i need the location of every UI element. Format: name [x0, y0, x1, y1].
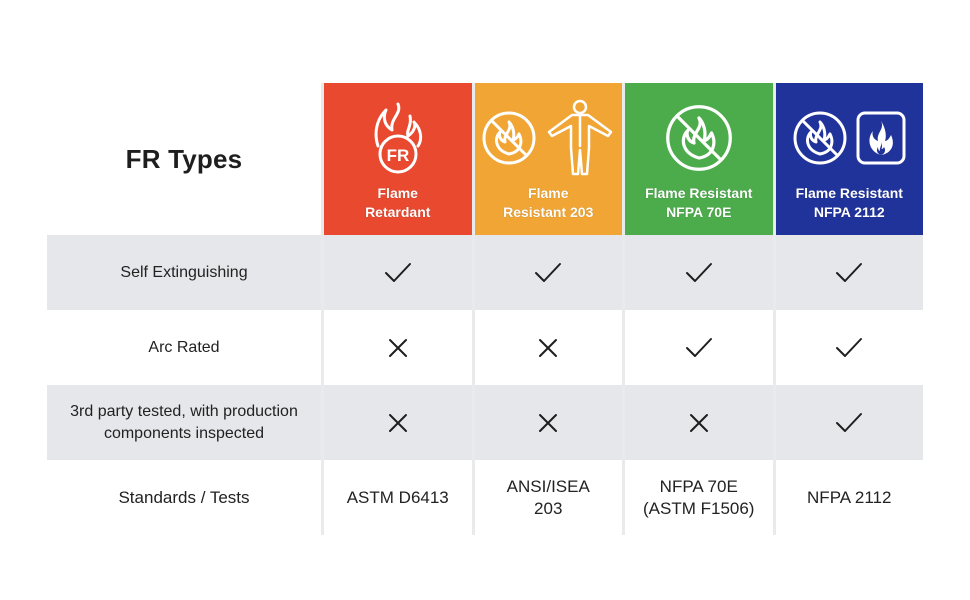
row-label-third-party-tested: 3rd party tested, with production compone…	[47, 385, 321, 460]
header-line2: Retardant	[365, 204, 431, 220]
standard-line1: ANSI/ISEA	[506, 476, 590, 496]
check-icon	[775, 310, 923, 385]
standard-value: NFPA 70E (ASTM F1506)	[625, 460, 773, 535]
header-line1: Flame Resistant	[795, 185, 903, 201]
fr-types-table: FR Types FR Flame Retardant Fla	[47, 83, 923, 535]
coverall-icon	[548, 99, 613, 176]
header-line2: Resistant 203	[503, 204, 594, 220]
row-label-line1: 3rd party tested, with production	[70, 402, 298, 420]
cross-icon	[474, 385, 622, 460]
cross-icon	[625, 385, 773, 460]
header-flame-resistant-203: Flame Resistant 203	[474, 83, 622, 235]
check-icon	[775, 385, 923, 460]
header-line2: NFPA 2112	[813, 204, 885, 220]
standard-line2: 203	[534, 498, 563, 518]
check-icon	[775, 235, 923, 310]
header-line1: Flame	[377, 185, 418, 201]
standard-value: ANSI/ISEA 203	[474, 460, 622, 535]
fr-flame-icon: FR	[374, 102, 422, 174]
standard-line1: ASTM D6413	[346, 487, 449, 507]
cross-icon	[324, 385, 472, 460]
header-nfpa-2112: Flame Resistant NFPA 2112	[775, 83, 923, 235]
header-line1: Flame	[528, 185, 569, 201]
row-label-standards: Standards / Tests	[47, 460, 321, 535]
cross-icon	[324, 310, 472, 385]
table-title: FR Types	[47, 83, 321, 235]
check-icon	[625, 310, 773, 385]
header-line2: NFPA 70E	[666, 204, 732, 220]
standard-value: ASTM D6413	[324, 460, 472, 535]
cross-icon	[474, 310, 622, 385]
standard-line1: NFPA 70E	[659, 476, 738, 496]
row-label-self-extinguishing: Self Extinguishing	[47, 235, 321, 310]
svg-text:FR: FR	[386, 146, 409, 165]
row-label-line2: components inspected	[103, 424, 265, 442]
header-line1: Flame Resistant	[645, 185, 753, 201]
standard-value: NFPA 2112	[775, 460, 923, 535]
no-flame-icon	[793, 111, 847, 165]
check-icon	[474, 235, 622, 310]
header-flame-retardant: FR Flame Retardant	[324, 83, 472, 235]
fire-box-icon	[856, 111, 906, 165]
no-flame-icon	[665, 105, 732, 171]
no-flame-icon	[482, 111, 536, 165]
check-icon	[324, 235, 472, 310]
row-label-arc-rated: Arc Rated	[47, 310, 321, 385]
standard-line1: NFPA 2112	[807, 487, 892, 507]
header-nfpa-70e: Flame Resistant NFPA 70E	[625, 83, 773, 235]
check-icon	[625, 235, 773, 310]
standard-line2: (ASTM F1506)	[643, 498, 755, 518]
